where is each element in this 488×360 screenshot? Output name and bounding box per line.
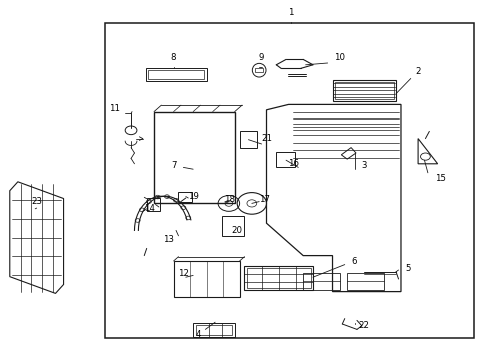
Text: 8: 8	[170, 53, 176, 62]
Text: 10: 10	[334, 53, 345, 62]
Bar	[173, 261, 239, 297]
Text: 18: 18	[224, 195, 235, 204]
Text: 15: 15	[434, 174, 445, 183]
Text: 17: 17	[258, 195, 269, 204]
Text: 20: 20	[231, 226, 242, 235]
Bar	[146, 198, 160, 211]
Text: 23: 23	[31, 197, 42, 206]
Text: 6: 6	[351, 256, 357, 265]
Bar	[148, 70, 204, 79]
Text: 16: 16	[287, 159, 298, 168]
Bar	[246, 268, 310, 288]
Text: 1: 1	[287, 8, 293, 17]
Text: 2: 2	[414, 68, 420, 77]
Text: 13: 13	[163, 235, 174, 244]
Text: 4: 4	[195, 330, 201, 339]
Text: 9: 9	[259, 53, 264, 62]
Bar	[276, 152, 294, 167]
Bar	[332, 80, 395, 101]
Text: 7: 7	[170, 161, 176, 170]
Bar	[239, 131, 256, 148]
Text: 3: 3	[361, 161, 366, 170]
Bar	[195, 325, 232, 335]
Text: 14: 14	[143, 204, 154, 213]
Text: 11: 11	[109, 104, 120, 112]
Bar	[178, 192, 192, 202]
Text: 19: 19	[187, 192, 198, 201]
Text: 21: 21	[261, 134, 271, 143]
Bar	[145, 68, 206, 81]
Bar	[334, 82, 393, 99]
Bar	[222, 216, 244, 236]
Bar	[244, 266, 312, 290]
Bar	[105, 23, 473, 338]
Bar	[346, 273, 383, 290]
Bar	[193, 323, 234, 337]
Text: 22: 22	[358, 321, 369, 330]
Text: 5: 5	[405, 264, 410, 273]
Bar	[303, 273, 339, 290]
Bar	[154, 112, 234, 203]
Text: 12: 12	[178, 269, 188, 278]
Bar	[255, 68, 263, 72]
